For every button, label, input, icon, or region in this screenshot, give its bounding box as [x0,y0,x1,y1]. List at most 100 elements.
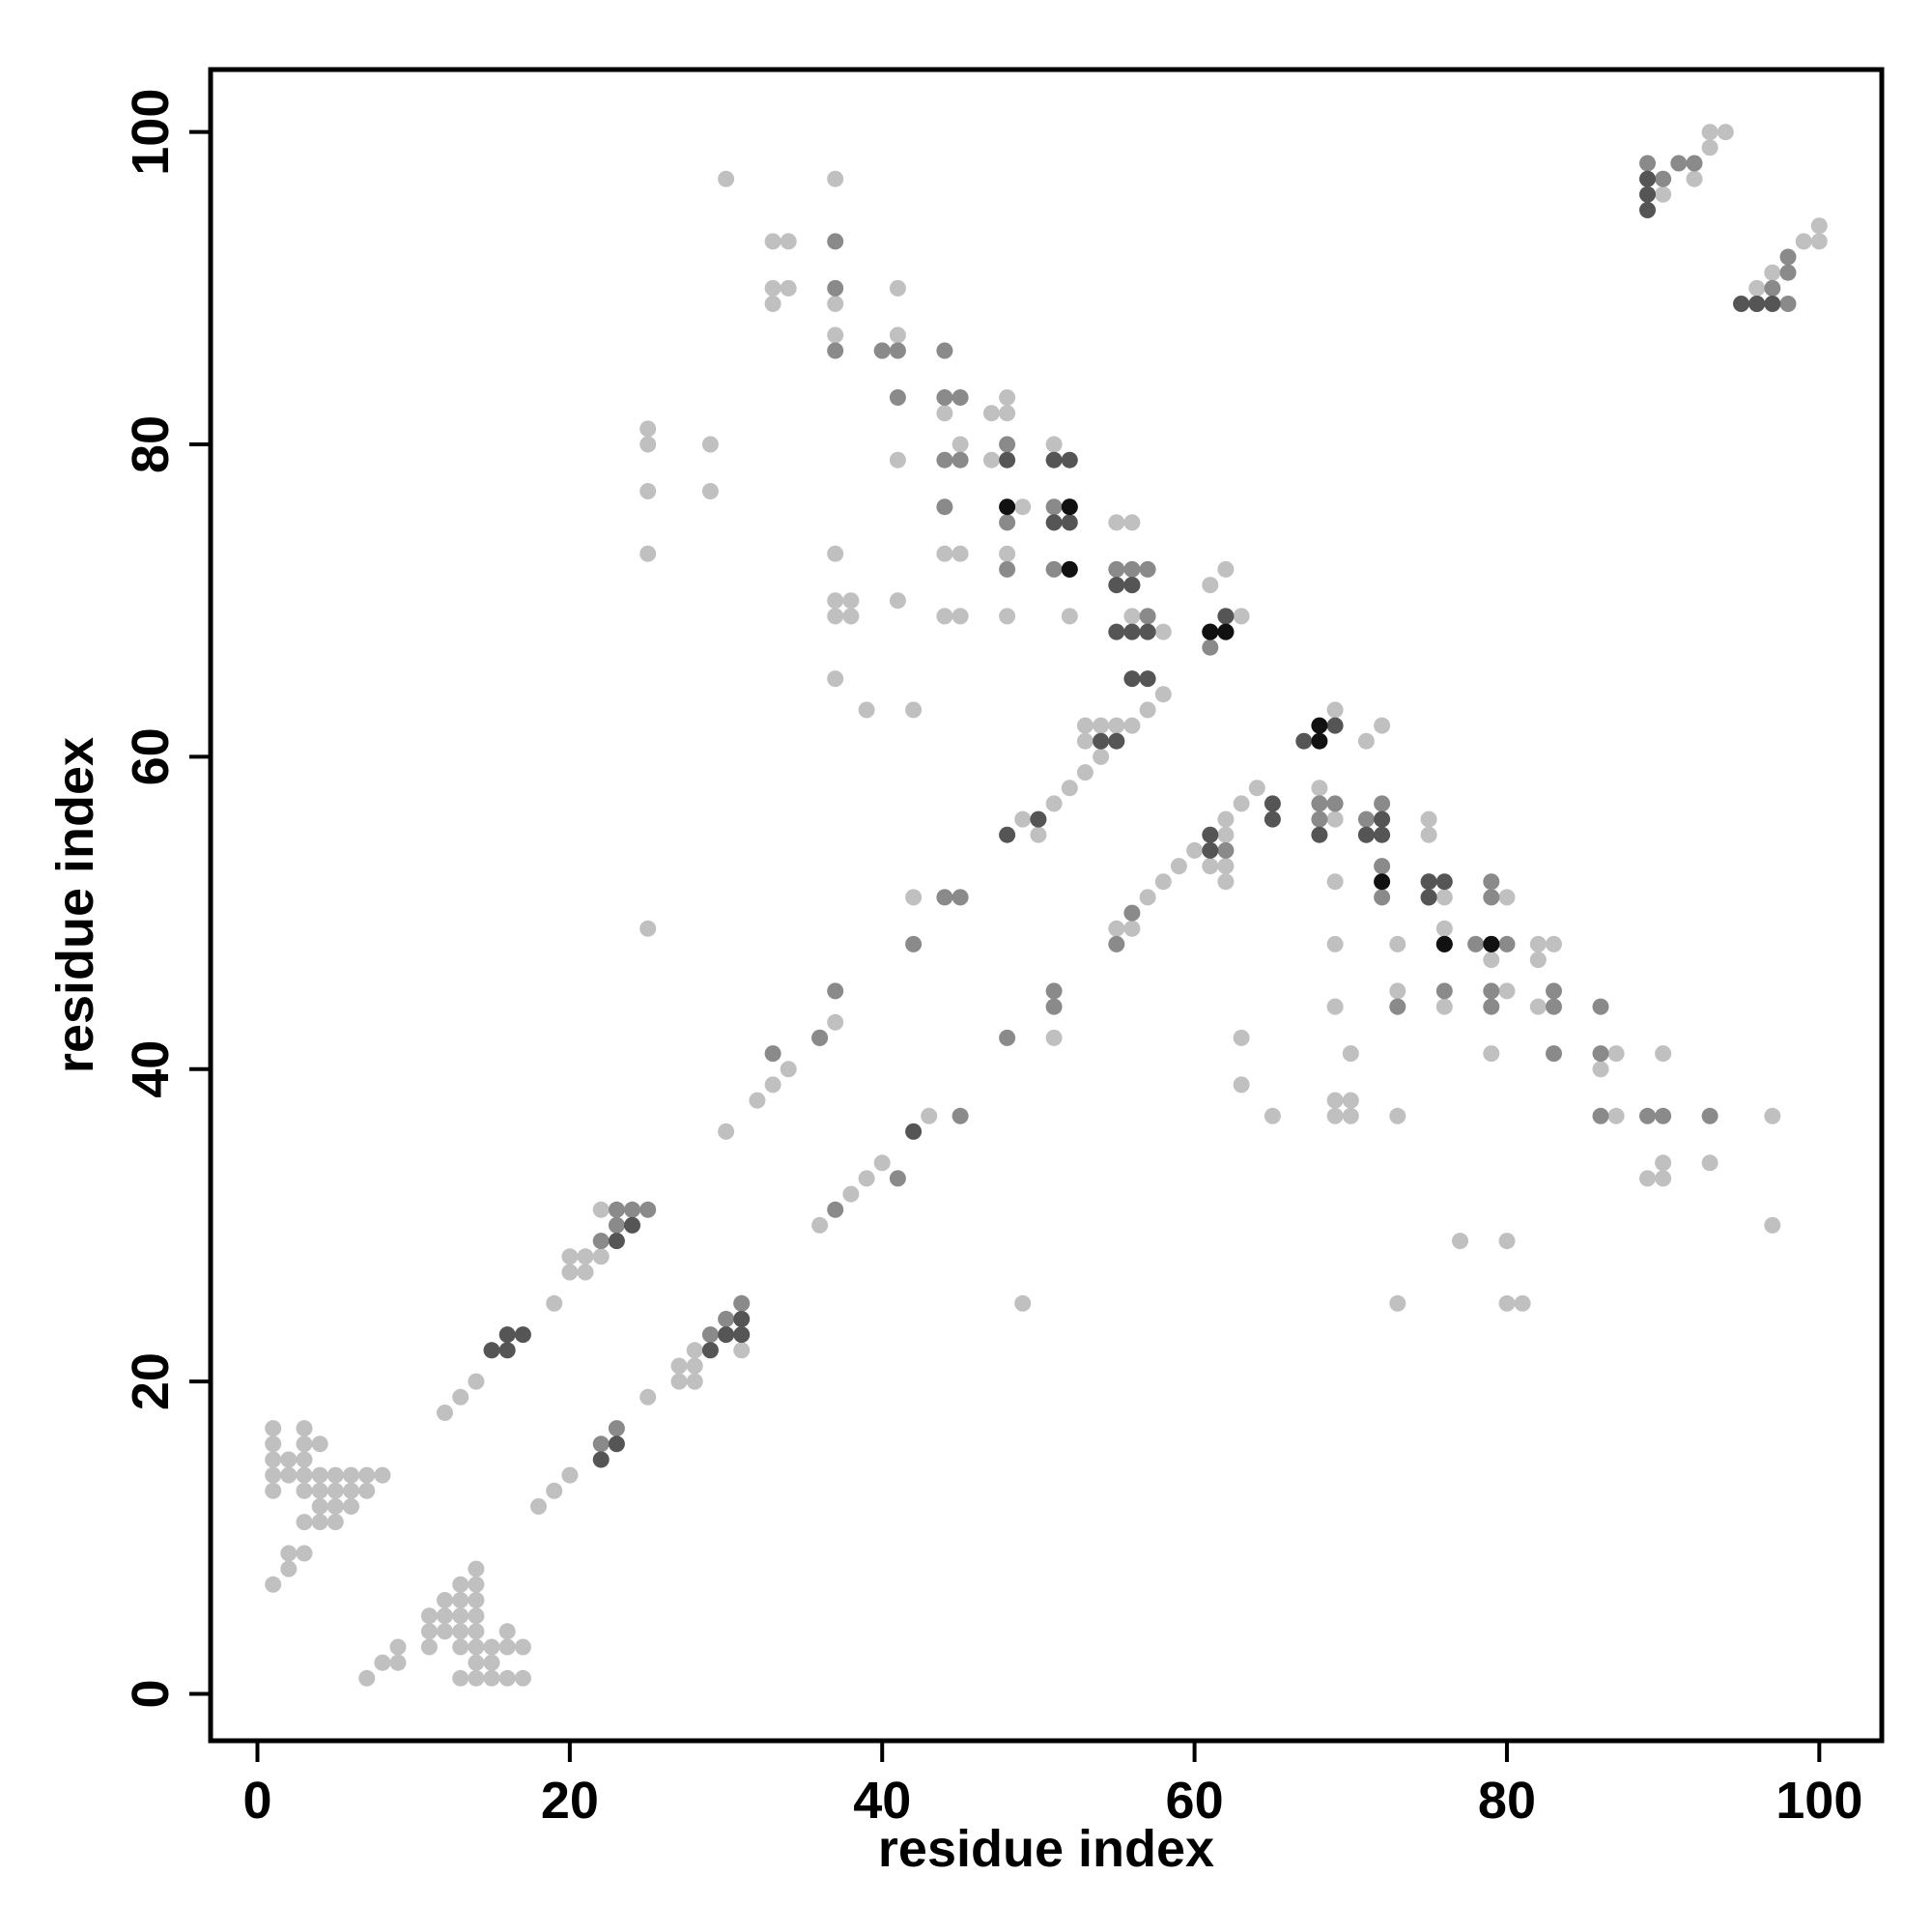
contact-point-light [1639,1170,1656,1187]
contact-point-light [639,920,657,937]
contact-point-medium [1592,998,1609,1015]
contact-point-medium [1483,998,1500,1015]
y-axis-title: residue index [46,737,104,1073]
contact-point-light [296,1451,313,1468]
contact-point-medium [1655,170,1672,187]
contact-point-light [452,1638,469,1656]
contact-point-dark [718,1326,735,1344]
contact-point-medium [1467,935,1485,952]
contact-point-light [1014,810,1032,828]
contact-point-medium [1139,608,1156,625]
y-axis: 0 20 40 60 80 100 [122,89,211,1709]
contact-point-medium [1483,889,1500,906]
contact-point-medium [608,1420,625,1437]
x-tick-label: 60 [1166,1772,1224,1830]
contact-point-light [827,170,844,187]
contact-point-darkest [1311,732,1328,750]
contact-point-light [296,1420,313,1437]
contact-point-light [1061,780,1078,797]
contact-point-medium [1701,1107,1719,1124]
contact-point-light [718,170,735,187]
x-tick-label: 40 [853,1772,911,1830]
contact-point-medium [905,935,923,952]
contact-point-medium [1045,982,1063,1000]
contact-point-medium [1139,560,1156,578]
y-tick-label: 80 [122,415,180,473]
contact-point-light [452,1592,469,1608]
contact-point-medium [1326,795,1344,812]
contact-point-light [1592,1061,1609,1078]
contact-point-light [1123,514,1141,531]
contact-point-medium [999,1029,1016,1046]
contact-point-medium [952,1107,969,1124]
contact-point-light [733,1342,751,1359]
contact-point-dark [1326,717,1344,734]
contact-point-dark [1748,296,1766,312]
contact-point-light [1108,514,1125,531]
contact-point-dark [1123,577,1141,594]
x-axis: 0 20 40 60 80 100 [242,1741,1862,1830]
contact-point-medium [701,1326,719,1344]
contact-point-dark [608,1233,625,1250]
contact-point-light [1435,889,1453,906]
contact-point-light [921,1107,938,1124]
contact-point-medium [1779,248,1797,266]
contact-point-medium [608,1216,625,1234]
contact-point-dark [1374,810,1391,828]
contact-point-light [905,701,923,719]
contact-point-light [530,1498,547,1515]
contact-point-light [827,592,844,610]
contact-point-medium [1435,982,1453,1000]
contact-point-light [1217,858,1235,875]
contact-point-dark [1108,577,1125,594]
contact-point-light [952,608,969,625]
contact-point-medium [764,1045,781,1063]
contact-point-darkest [1061,498,1078,516]
contact-point-medium [1045,998,1063,1015]
contact-point-light [265,1451,282,1468]
contact-point-medium [1686,155,1703,172]
contact-point-light [1217,810,1235,828]
contact-point-medium [1357,810,1375,828]
contact-point-light [1326,998,1344,1015]
contact-point-light [889,327,906,344]
contact-point-light [999,608,1016,625]
contact-point-light [718,1122,735,1140]
contact-point-light [686,1342,703,1359]
contact-point-light [1764,1216,1781,1234]
contact-point-medium [827,233,844,250]
contact-point-medium [624,1201,640,1218]
contact-point-light [437,1607,453,1625]
contact-point-light [468,1592,485,1608]
x-tick-label: 0 [242,1772,271,1830]
contact-point-light [1764,1107,1781,1124]
contact-point-light [311,1482,328,1499]
contact-point-light [1498,889,1516,906]
contact-point-light [1607,1107,1625,1124]
contact-point-light [498,1669,516,1687]
contact-point-light [1701,139,1719,156]
contact-point-medium [1123,560,1141,578]
contact-point-dark [1639,185,1656,203]
plot-frame [208,67,1885,1744]
contact-point-light [280,1451,298,1468]
contact-point-light [889,279,906,297]
contact-point-light [561,1248,579,1265]
contact-point-light [1233,608,1250,625]
contact-point-light [452,1623,469,1640]
contact-point-light [1139,889,1156,906]
y-tick-label: 0 [122,1679,180,1708]
contact-point-light [1655,1045,1672,1063]
contact-point-light [343,1498,359,1515]
contact-point-light [1498,1233,1516,1250]
contact-point-light [1452,1233,1468,1250]
contact-point-medium [1670,155,1688,172]
contact-point-light [514,1638,531,1656]
contact-point-light [1342,1045,1359,1063]
contact-point-medium [952,389,969,406]
contact-point-dark [1639,202,1656,218]
contact-point-light [483,1638,500,1656]
contact-point-light [1717,124,1734,141]
contact-point-light [827,670,844,688]
